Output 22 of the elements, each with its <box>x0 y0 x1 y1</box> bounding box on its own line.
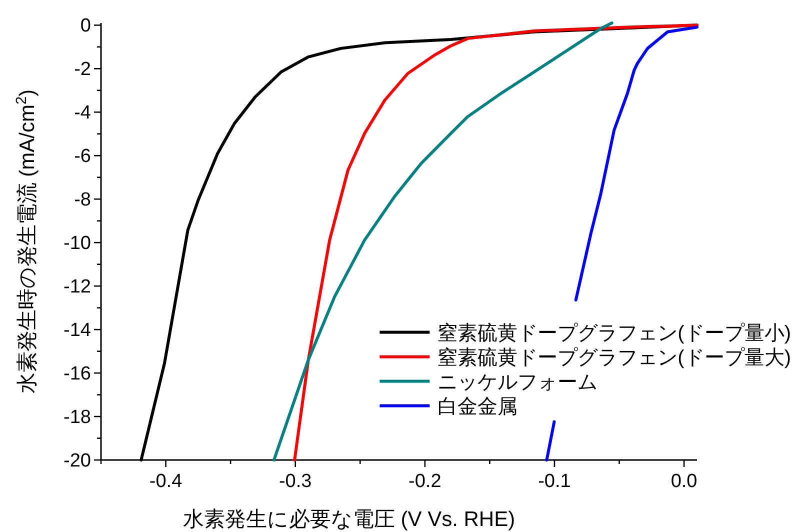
x-tick-label: -0.1 <box>538 471 571 492</box>
y-tick-label: -4 <box>74 102 92 124</box>
y-tick-label: -8 <box>74 190 91 211</box>
y-tick-label: -18 <box>64 407 91 428</box>
y-tick-label: -2 <box>74 59 91 80</box>
legend-label: 窒素硫黄ドープグラフェン(ドープ量小) <box>438 322 791 344</box>
y-tick-label: -20 <box>64 450 91 472</box>
legend-label: 白金金属 <box>438 396 518 418</box>
legend-label: ニッケルフォーム <box>438 371 598 394</box>
y-tick-label: 0 <box>80 16 91 37</box>
x-tick-label: -0.3 <box>278 471 312 492</box>
y-tick-label: -16 <box>64 364 91 385</box>
x-tick-label: -0.4 <box>149 471 183 492</box>
legend-label: 窒素硫黄ドープグラフェン(ドープ量大) <box>438 346 791 369</box>
x-axis-title: 水素発生に必要な電圧 (V Vs. RHE) <box>182 508 516 531</box>
x-tick-label: 0.0 <box>670 471 698 492</box>
x-tick-label: -0.2 <box>408 471 442 492</box>
y-tick-label: -10 <box>64 233 91 254</box>
y-tick-label: -6 <box>74 146 91 168</box>
y-tick-label: -14 <box>64 320 92 342</box>
y-tick-label: -12 <box>64 276 91 298</box>
line-series <box>272 22 614 462</box>
